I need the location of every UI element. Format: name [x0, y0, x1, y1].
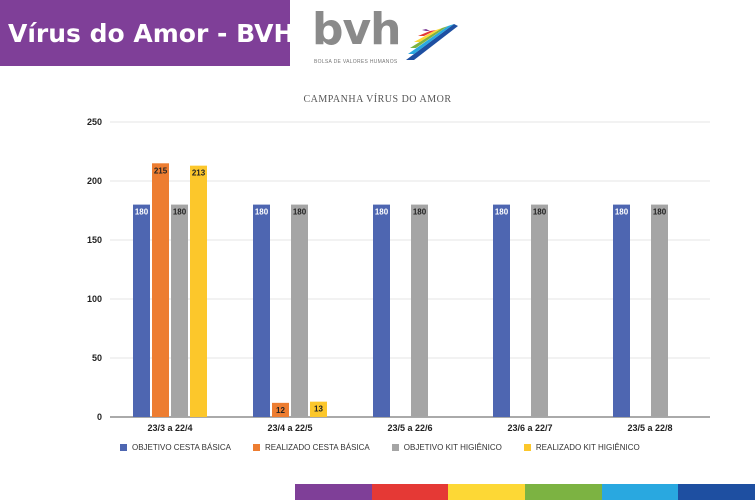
bar — [190, 165, 207, 417]
data-label: 180 — [173, 208, 187, 217]
legend-label: REALIZADO KIT HIGIÊNICO — [535, 443, 640, 452]
y-tick-label: 150 — [87, 235, 102, 245]
chart-bars — [133, 163, 668, 417]
legend-item: REALIZADO CESTA BÁSICA — [253, 443, 370, 452]
data-label: 180 — [495, 208, 509, 217]
x-tick-label: 23/3 a 22/4 — [147, 423, 192, 433]
bar — [651, 204, 668, 417]
x-tick-label: 23/5 a 22/6 — [387, 423, 432, 433]
data-label: 180 — [255, 208, 269, 217]
legend-label: OBJETIVO CESTA BÁSICA — [132, 443, 231, 452]
color-stripe — [525, 484, 602, 500]
x-tick-label: 23/4 a 22/5 — [267, 423, 312, 433]
data-label: 13 — [314, 405, 323, 414]
legend-swatch — [120, 444, 127, 451]
x-tick-label: 23/5 a 22/8 — [627, 423, 672, 433]
legend-swatch — [391, 444, 399, 451]
color-stripe — [678, 484, 755, 500]
x-tick-label: 23/6 a 22/7 — [507, 423, 552, 433]
bar — [152, 163, 169, 417]
chart-title: CAMPANHA VÍRUS DO AMOR — [303, 94, 452, 105]
color-stripe — [295, 484, 372, 500]
bar — [613, 204, 630, 417]
bar — [171, 204, 188, 417]
legend-label: OBJETIVO KIT HIGIÊNICO — [403, 443, 502, 452]
data-label: 180 — [533, 208, 547, 217]
legend-item: OBJETIVO CESTA BÁSICA — [120, 443, 231, 452]
x-axis-ticks: 23/3 a 22/4 23/4 a 22/5 23/5 a 22/6 23/6 a … — [147, 423, 672, 433]
chart-grid — [110, 121, 710, 418]
data-label: 180 — [375, 208, 389, 217]
bar — [272, 402, 289, 417]
title-banner: Vírus do Amor - BVH — [0, 0, 294, 66]
bar — [411, 204, 428, 417]
bar — [133, 204, 150, 417]
y-tick-label: 50 — [92, 353, 102, 363]
color-stripe — [371, 484, 449, 500]
legend-item: REALIZADO KIT HIGIÊNICO — [523, 443, 640, 452]
y-tick-label: 250 — [87, 117, 102, 127]
y-tick-label: 100 — [87, 294, 102, 304]
data-labels: 180 215 180 213 180 12 180 13 180 180 180 180 180 180 — [135, 166, 667, 415]
data-label: 180 — [615, 208, 629, 217]
bar — [493, 204, 510, 417]
legend-swatch — [253, 444, 260, 451]
bar — [373, 204, 390, 417]
legend-item: OBJETIVO KIT HIGIÊNICO — [391, 443, 502, 452]
data-label: 180 — [413, 208, 427, 217]
bar — [291, 204, 308, 417]
y-tick-label: 200 — [87, 176, 102, 186]
bar — [253, 204, 270, 417]
y-axis-ticks: 0 50 100 150 200 250 — [87, 117, 102, 422]
data-label: 213 — [192, 169, 206, 178]
data-label: 215 — [154, 166, 168, 175]
bar — [531, 204, 548, 417]
data-label: 12 — [276, 406, 285, 415]
logo-rainbow-icon — [406, 24, 458, 60]
data-label: 180 — [293, 208, 307, 217]
legend-label: REALIZADO CESTA BÁSICA — [265, 443, 370, 452]
footer-color-bar — [295, 484, 755, 500]
color-stripe — [601, 484, 679, 500]
legend-swatch — [523, 444, 531, 451]
bar — [310, 401, 327, 417]
banner-title: Vírus do Amor - BVH — [8, 18, 295, 48]
logo-subtitle: BOLSA DE VALORES HUMANOS — [314, 59, 398, 65]
logo-text: bvh — [312, 4, 402, 55]
bvh-logo: bvh BOLSA DE VALORES HUMANOS — [312, 4, 462, 70]
color-stripe — [448, 484, 526, 500]
data-label: 180 — [653, 208, 667, 217]
y-tick-label: 0 — [97, 412, 102, 422]
chart-legend: OBJETIVO CESTA BÁSICA REALIZADO CESTA BÁS… — [120, 443, 640, 452]
data-label: 180 — [135, 208, 149, 217]
